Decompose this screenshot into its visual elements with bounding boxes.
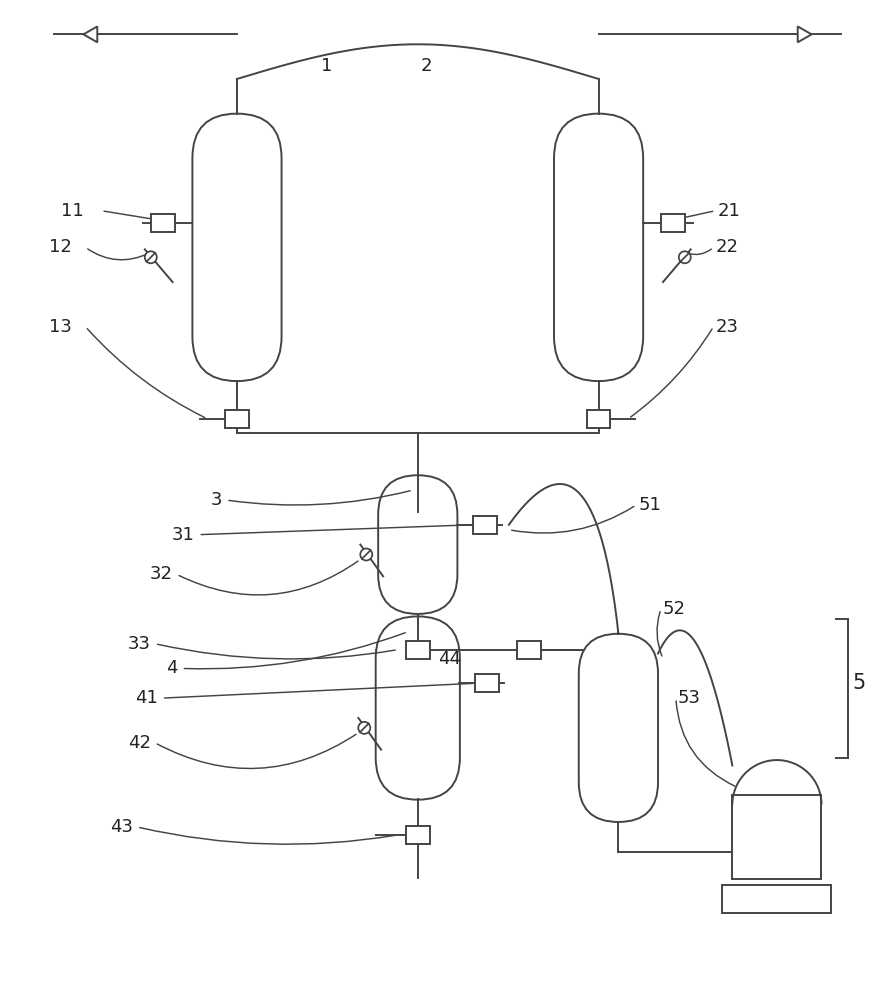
Text: 12: 12 [48,238,72,256]
Bar [661,214,685,232]
FancyBboxPatch shape [193,114,281,381]
Bar [475,674,499,692]
Text: 22: 22 [716,238,738,256]
Text: 41: 41 [135,689,158,707]
Bar [225,410,249,428]
Text: 52: 52 [663,600,686,618]
Text: 43: 43 [110,818,133,836]
FancyBboxPatch shape [378,475,458,614]
Polygon shape [83,26,98,42]
Text: 1: 1 [321,57,332,75]
Text: 21: 21 [718,202,740,220]
Text: 5: 5 [852,673,866,693]
Circle shape [679,251,691,263]
Bar [151,214,175,232]
FancyBboxPatch shape [554,114,643,381]
Text: 31: 31 [171,526,194,544]
Text: 53: 53 [678,689,701,707]
Text: 33: 33 [128,635,151,653]
Text: 32: 32 [150,565,173,583]
Text: 11: 11 [61,202,83,220]
Polygon shape [797,26,812,42]
Text: 2: 2 [420,57,432,75]
Text: 51: 51 [638,496,661,514]
Circle shape [360,548,372,560]
Text: 23: 23 [716,318,738,336]
Circle shape [358,722,370,734]
Text: 42: 42 [128,734,151,752]
Bar [473,516,497,534]
Bar [517,641,541,659]
Text: 13: 13 [48,318,72,336]
Circle shape [145,251,157,263]
Bar [587,410,610,428]
Text: 44: 44 [438,650,461,668]
Text: 3: 3 [211,491,222,509]
Bar [722,885,831,913]
FancyBboxPatch shape [375,616,460,800]
Bar [406,641,430,659]
Text: 4: 4 [166,659,177,677]
Bar [406,826,430,844]
Bar [732,795,822,879]
FancyBboxPatch shape [579,634,658,822]
